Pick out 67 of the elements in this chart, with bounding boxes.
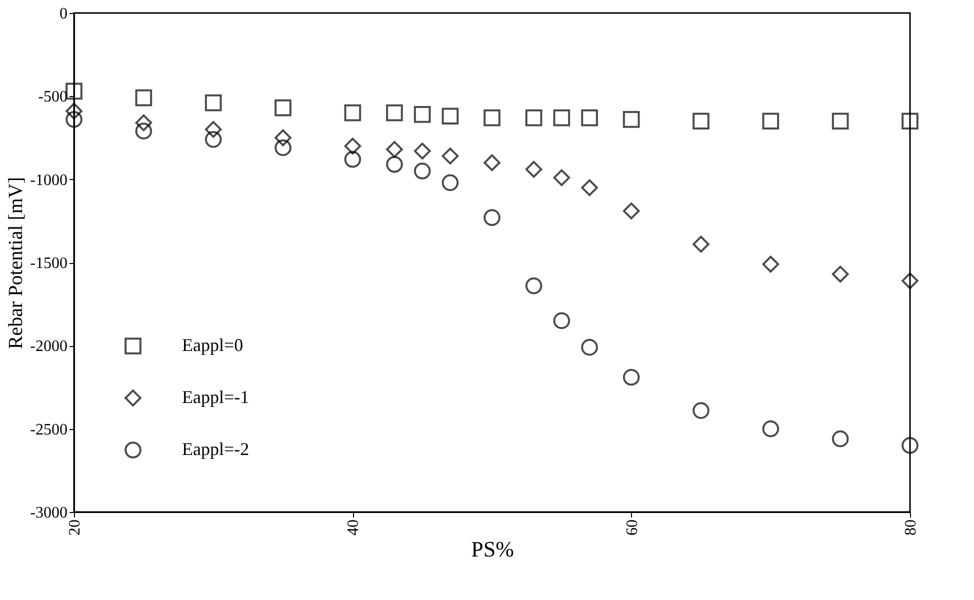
point — [762, 420, 780, 438]
point — [525, 109, 542, 126]
point — [553, 312, 570, 330]
point — [622, 202, 640, 220]
point — [553, 109, 570, 126]
point — [622, 111, 640, 128]
point — [204, 94, 222, 112]
legend-label: Eappl=0 — [182, 335, 244, 355]
x-tick-label: 40 — [345, 520, 362, 536]
point — [344, 104, 362, 122]
point — [66, 102, 82, 120]
point — [386, 156, 403, 173]
y-tick-label: -2500 — [30, 421, 68, 438]
y-tick-label: -3000 — [30, 504, 68, 522]
point — [414, 142, 431, 160]
x-tick-label: 20 — [66, 520, 84, 536]
point — [66, 82, 82, 100]
point — [135, 114, 152, 132]
point — [902, 272, 918, 290]
point — [692, 112, 710, 130]
point — [386, 104, 403, 122]
point — [692, 402, 710, 419]
x-tick-label: 80 — [902, 520, 920, 536]
point — [386, 140, 403, 158]
legend-label: Eappl=-2 — [182, 439, 250, 459]
point — [553, 169, 570, 186]
point — [274, 139, 292, 156]
point — [344, 138, 362, 154]
point — [581, 338, 598, 356]
point — [414, 162, 431, 180]
point — [581, 179, 598, 196]
point — [762, 112, 780, 130]
point — [66, 111, 82, 128]
point — [484, 209, 500, 226]
point — [525, 160, 542, 178]
point — [902, 437, 918, 454]
point — [204, 131, 222, 148]
legend-label: Eappl=-1 — [182, 387, 250, 407]
point — [274, 129, 292, 146]
y-axis-title: Rebar Potential [mV] — [5, 176, 28, 350]
x-axis-title: PS% — [471, 536, 514, 562]
point — [135, 122, 152, 140]
y-tick-label: -1500 — [30, 255, 68, 272]
point — [484, 154, 500, 172]
point — [414, 106, 431, 123]
point — [442, 108, 459, 125]
point — [442, 174, 459, 192]
x-tick-label: 60 — [624, 520, 641, 536]
point — [902, 112, 918, 130]
point — [274, 99, 292, 116]
point — [525, 277, 542, 294]
point — [832, 112, 849, 130]
point — [692, 236, 710, 253]
y-tick-label: 0 — [60, 6, 68, 22]
y-tick-label: -2000 — [30, 338, 68, 356]
point — [832, 430, 849, 448]
point — [832, 266, 849, 283]
point — [484, 109, 500, 126]
point — [442, 148, 459, 164]
point — [581, 109, 598, 126]
point — [344, 150, 362, 168]
point — [135, 89, 152, 106]
y-tick-label: -1000 — [30, 172, 68, 189]
point — [204, 121, 222, 138]
y-tick-label: -500 — [38, 88, 68, 106]
point — [622, 368, 640, 386]
point — [762, 256, 780, 273]
